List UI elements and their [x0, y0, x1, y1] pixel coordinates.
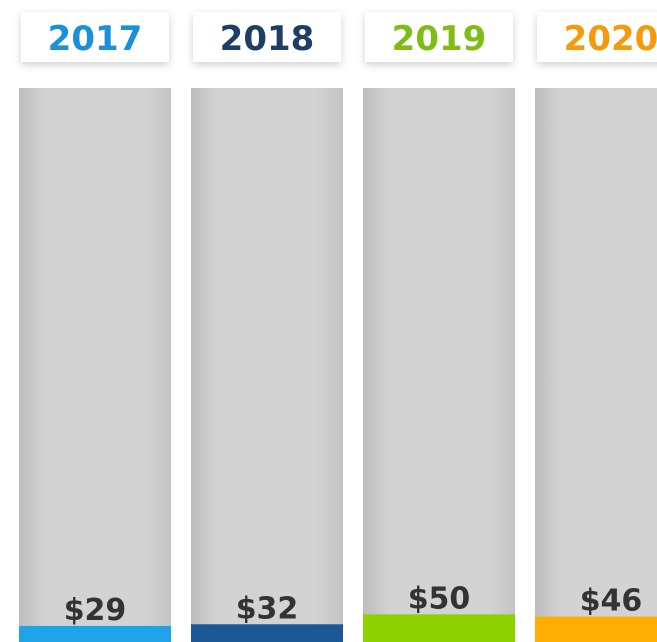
header-box	[365, 12, 513, 62]
value-label: $32	[236, 591, 299, 626]
column-background	[19, 88, 171, 642]
bar	[363, 614, 515, 642]
bar	[535, 616, 657, 642]
year-label: 2018	[220, 19, 315, 59]
column-background	[535, 88, 657, 642]
value-label: $50	[408, 581, 471, 616]
header-box	[537, 12, 657, 62]
header-box	[193, 12, 341, 62]
year-label: 2019	[392, 19, 487, 59]
column-background	[191, 88, 343, 642]
bar	[19, 625, 171, 642]
year-label: 2017	[48, 19, 143, 59]
bar	[191, 624, 343, 642]
year-label: 2020	[564, 19, 657, 59]
value-label: $29	[64, 593, 127, 628]
header-box	[21, 12, 169, 62]
value-label: $46	[580, 584, 643, 619]
column-background	[363, 88, 515, 642]
